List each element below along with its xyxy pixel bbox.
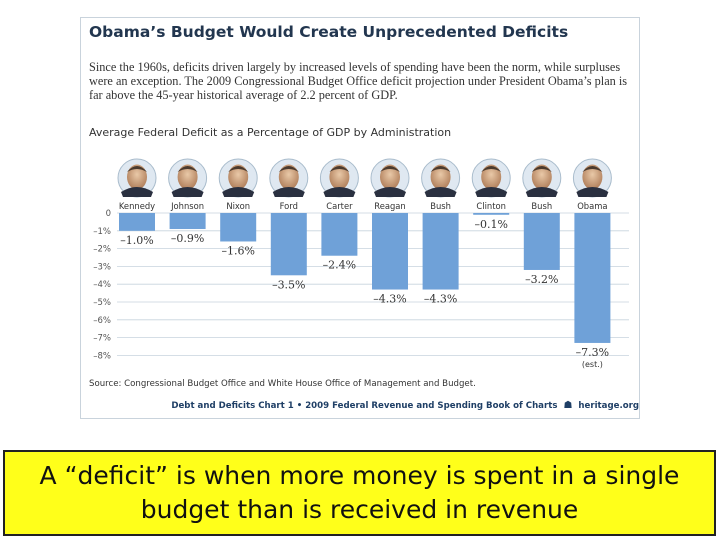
president-portrait-icon: [421, 158, 461, 198]
y-tick-label: –8%: [93, 351, 111, 361]
president-portrait-icon: [319, 158, 359, 198]
category-label: Obama: [577, 201, 607, 211]
caption-box: A “deficit” is when more money is spent …: [3, 450, 716, 536]
president-portrait-icon: [471, 158, 511, 198]
category-label: Nixon: [226, 201, 250, 211]
value-label: –3.5%: [272, 278, 305, 291]
category-label: Bush: [531, 201, 552, 211]
bar-reagan-5: [372, 213, 408, 290]
y-tick-label: –6%: [93, 316, 111, 326]
value-label: –0.9%: [171, 232, 204, 245]
bar-johnson-1: [169, 213, 206, 230]
president-portrait-icon: [168, 158, 208, 198]
y-tick-label: –3%: [93, 262, 111, 272]
category-label: Kennedy: [119, 201, 155, 211]
y-tick-label: –5%: [93, 298, 111, 308]
bar-carter-4: [321, 213, 358, 256]
bar-bush-8: [523, 213, 560, 270]
chart-headline: Obama’s Budget Would Create Unprecedente…: [89, 23, 569, 41]
president-portrait-icon: [117, 158, 157, 198]
footer-chart-reference: Debt and Deficits Chart 1 • 2009 Federal…: [171, 400, 558, 411]
chart-panel: Obama’s Budget Would Create Unprecedente…: [80, 17, 640, 419]
value-label: –1.0%: [120, 234, 153, 247]
president-portrait-icon: [269, 158, 309, 198]
bar-obama-9: [574, 213, 611, 343]
category-label: Ford: [280, 201, 298, 211]
chart-footer: Debt and Deficits Chart 1 • 2009 Federal…: [139, 400, 639, 411]
category-label: Bush: [430, 201, 451, 211]
estimate-annotation: (est.): [582, 360, 603, 369]
y-tick-label: –1%: [93, 227, 111, 237]
bar-clinton-7: [473, 213, 510, 215]
heritage-logo-icon: ☗: [563, 400, 573, 411]
category-label: Reagan: [374, 201, 405, 211]
category-label: Johnson: [170, 201, 204, 211]
value-label: –4.3%: [424, 293, 457, 306]
value-label: –7.3%: [576, 346, 609, 359]
y-tick-label: –4%: [93, 280, 111, 290]
deficit-bar-chart: 0 –1% –2% –3% –4% –5% –6% –7% –8% Kennedy –1.0% Joh…: [93, 158, 629, 369]
chart-intro-text: Since the 1960s, deficits driven largely…: [89, 60, 628, 102]
category-label: Carter: [326, 201, 353, 211]
chart-source-note: Source: Congressional Budget Office and …: [89, 379, 476, 389]
president-portrait-icon: [218, 158, 258, 198]
bar-nixon-2: [220, 213, 257, 242]
president-portrait-icon: [522, 158, 562, 198]
category-label: Clinton: [476, 201, 506, 211]
value-label: –1.6%: [221, 244, 254, 257]
bar-kennedy-0: [119, 213, 155, 231]
president-portrait-icon: [370, 158, 410, 198]
bar-bush-6: [422, 213, 459, 290]
president-portrait-icon: [572, 158, 612, 198]
y-tick-label: –2%: [93, 245, 111, 255]
value-label: –0.1%: [474, 218, 507, 231]
y-tick-label: –7%: [93, 334, 111, 344]
y-tick-label: 0: [106, 209, 111, 219]
value-label: –4.3%: [373, 293, 406, 306]
footer-site-link[interactable]: heritage.org: [578, 400, 639, 411]
chart-subtitle: Average Federal Deficit as a Percentage …: [89, 126, 452, 139]
value-label: –2.4%: [323, 259, 356, 272]
bar-ford-3: [270, 213, 307, 276]
value-label: –3.2%: [525, 273, 558, 286]
caption-text: A “deficit” is when more money is spent …: [39, 461, 680, 524]
